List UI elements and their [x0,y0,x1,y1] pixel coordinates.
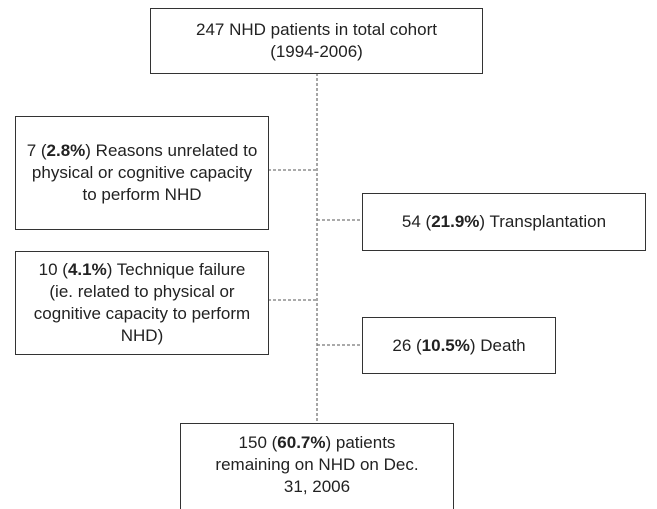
node: 247 NHD patients in total cohort (1994-2… [150,8,483,74]
label-text: ) Reasons unrelated to physical or cogni… [31,141,258,204]
node-text: 54 (21.9%) Transplantation [402,211,606,233]
label-text: ) Death [469,335,526,355]
count-text: 10 ( [38,260,68,279]
label-text: ) Transplantation [479,212,607,231]
node-text: 247 NHD patients in total cohort (1994-2… [196,20,437,61]
percent-text: 60.7% [277,432,326,452]
percent-text: 10.5% [421,335,470,355]
node-text: 26 (10.5%) Death [392,335,525,357]
node: 26 (10.5%) Death [362,317,556,374]
count-text: 7 ( [26,141,47,160]
node-text: 7 (2.8%) Reasons unrelated to physical o… [26,140,258,206]
percent-text: 21.9% [431,212,480,231]
percent-text: 4.1% [67,260,107,279]
count-text: 26 ( [392,335,422,355]
count-text: 150 ( [238,432,278,452]
node: 10 (4.1%) Technique failure (ie. related… [15,251,269,355]
label-text: ) Technique failure (ie. related to phys… [33,260,251,345]
count-text: 54 ( [401,212,432,231]
percent-text: 2.8% [46,141,86,160]
node: 54 (21.9%) Transplantation [362,193,646,251]
node-text: 10 (4.1%) Technique failure (ie. related… [26,259,258,347]
label-text: ) patients remaining on NHD on Dec. 31, … [215,432,419,496]
node: 7 (2.8%) Reasons unrelated to physical o… [15,116,269,230]
node-text: 150 (60.7%) patients remaining on NHD on… [205,432,429,498]
node: 150 (60.7%) patients remaining on NHD on… [180,423,454,509]
